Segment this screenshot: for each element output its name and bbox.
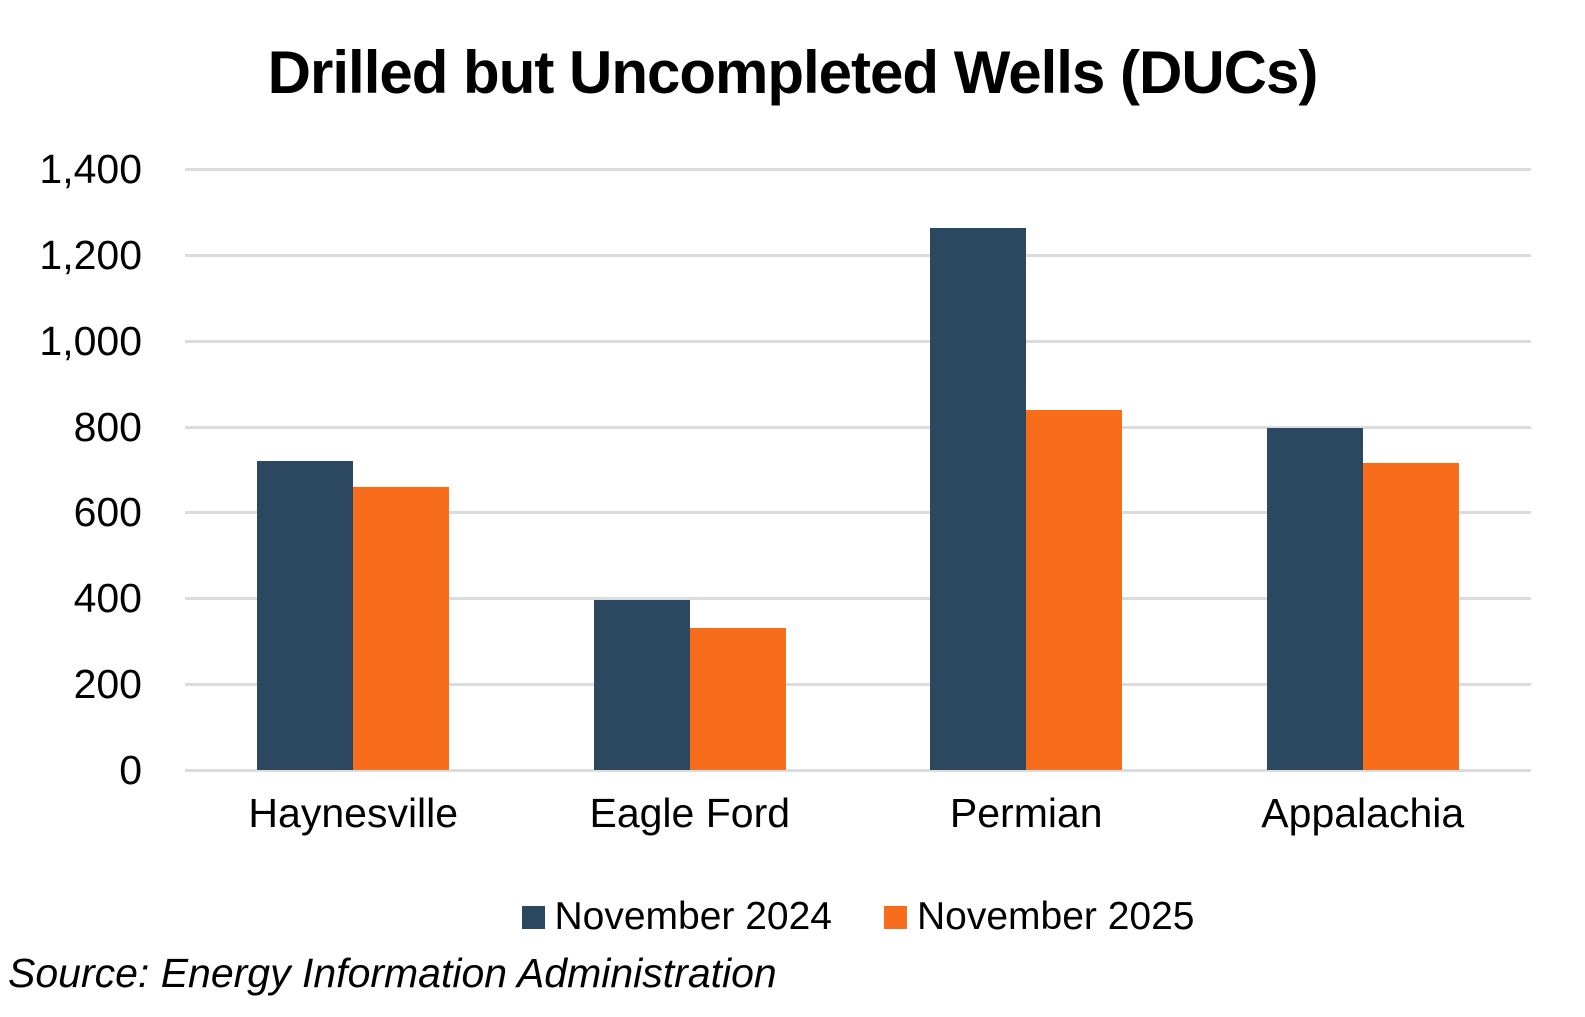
y-tick-label-1400: 1,400 bbox=[39, 146, 142, 192]
bar-permian-november-2024 bbox=[930, 227, 1027, 770]
bar-eagle-ford-november-2024 bbox=[593, 599, 690, 770]
legend-item-november-2025: November 2025 bbox=[884, 895, 1195, 939]
y-tick-label-200: 200 bbox=[73, 661, 142, 708]
y-tick-label-0: 0 bbox=[119, 747, 142, 793]
y-tick-label-400: 400 bbox=[73, 575, 142, 622]
y-tick-label-600: 600 bbox=[73, 489, 142, 536]
bar-eagle-ford-november-2025 bbox=[689, 628, 786, 770]
legend-label-november-2025: November 2025 bbox=[917, 895, 1195, 938]
gridline-800 bbox=[185, 425, 1531, 429]
bar-permian-november-2025 bbox=[1026, 410, 1123, 770]
x-axis-label-appalachia: Appalachia bbox=[1261, 790, 1465, 836]
bar-haynesville-november-2024 bbox=[257, 460, 354, 770]
gridline-400 bbox=[185, 597, 1531, 601]
source-note: Source: Energy Information Administratio… bbox=[8, 950, 777, 996]
chart-title: Drilled but Uncompleted Wells (DUCs) bbox=[267, 39, 1319, 106]
legend-label-november-2024: November 2024 bbox=[554, 895, 833, 938]
x-axis-label-permian: Permian bbox=[949, 790, 1103, 836]
legend-swatch-november-2024 bbox=[521, 905, 545, 929]
bar-haynesville-november-2025 bbox=[353, 487, 450, 770]
x-axis-label-haynesville: Haynesville bbox=[248, 790, 459, 836]
bar-appalachia-november-2024 bbox=[1266, 428, 1363, 770]
x-axis-label-eagle-ford: Eagle Ford bbox=[589, 790, 791, 836]
y-tick-label-800: 800 bbox=[73, 403, 142, 450]
legend-swatch-november-2025 bbox=[884, 905, 907, 929]
gridline-1400 bbox=[185, 168, 1531, 171]
legend-item-november-2024: November 2024 bbox=[521, 895, 833, 939]
gridline-200 bbox=[185, 683, 1531, 687]
gridline-600 bbox=[185, 511, 1531, 515]
y-tick-label-1000: 1,000 bbox=[39, 317, 142, 364]
bar-appalachia-november-2025 bbox=[1362, 462, 1459, 770]
legend: November 2024 November 2025 bbox=[185, 894, 1531, 940]
gridline-1000 bbox=[185, 339, 1531, 343]
gridline-1200 bbox=[185, 253, 1531, 257]
y-tick-label-1200: 1,200 bbox=[39, 231, 142, 278]
gridline-0 bbox=[185, 769, 1531, 772]
